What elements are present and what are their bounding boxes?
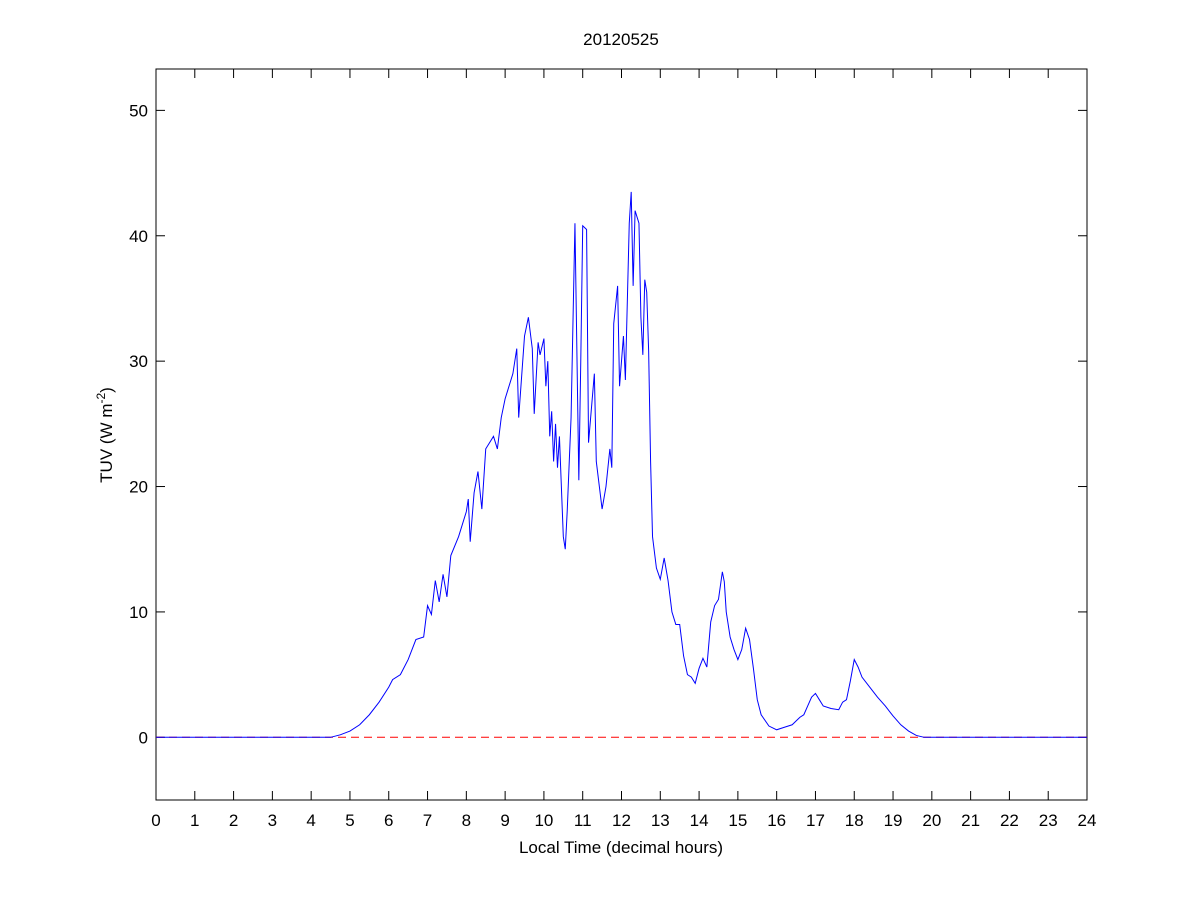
data-line (156, 191, 1087, 738)
x-tick-label: 15 (728, 811, 747, 830)
x-tick-label: 8 (462, 811, 471, 830)
x-axis-label: Local Time (decimal hours) (519, 838, 723, 857)
x-tick-label: 5 (345, 811, 354, 830)
x-tick-label: 24 (1078, 811, 1097, 830)
x-tick-label: 6 (384, 811, 393, 830)
x-tick-label: 16 (767, 811, 786, 830)
y-tick-label: 30 (129, 352, 148, 371)
y-label-base: TUV (W m (97, 404, 116, 483)
x-tick-label: 1 (190, 811, 199, 830)
y-tick-label: 50 (129, 101, 148, 120)
x-tick-label: 7 (423, 811, 432, 830)
y-tick-label: 10 (129, 603, 148, 622)
x-tick-label: 17 (806, 811, 825, 830)
y-tick-label: 20 (129, 478, 148, 497)
x-tick-label: 2 (229, 811, 238, 830)
x-tick-label: 19 (884, 811, 903, 830)
x-tick-label: 3 (268, 811, 277, 830)
y-tick-label: 40 (129, 227, 148, 246)
x-tick-label: 18 (845, 811, 864, 830)
x-tick-label: 12 (612, 811, 631, 830)
x-tick-label: 11 (574, 811, 592, 830)
x-tick-label: 21 (961, 811, 980, 830)
y-label-sup: -2 (94, 393, 108, 404)
x-tick-label: 23 (1039, 811, 1058, 830)
y-axis-label: TUV (W m-2) (94, 387, 116, 483)
x-tick-label: 0 (151, 811, 160, 830)
x-tick-label: 14 (690, 811, 709, 830)
x-tick-label: 22 (1000, 811, 1019, 830)
y-label-end: ) (97, 387, 116, 393)
x-tick-label: 4 (306, 811, 315, 830)
x-tick-label: 10 (534, 811, 553, 830)
x-tick-label: 9 (500, 811, 509, 830)
chart-title: 20120525 (583, 30, 659, 49)
x-tick-label: 13 (651, 811, 670, 830)
y-tick-label: 0 (139, 728, 148, 747)
x-tick-label: 20 (922, 811, 941, 830)
